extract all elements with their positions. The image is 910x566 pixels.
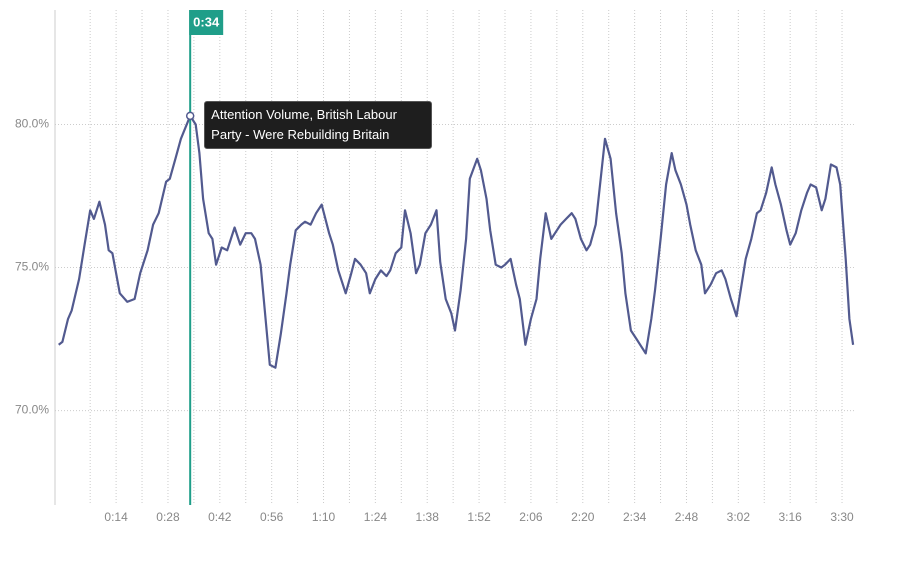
x-tick-label: 0:56 [260, 510, 284, 524]
x-tick-label: 2:20 [571, 510, 595, 524]
x-tick-label: 3:30 [830, 510, 854, 524]
y-tick-label: 70.0% [15, 403, 49, 417]
x-tick-label: 1:24 [364, 510, 388, 524]
x-tick-label: 3:02 [727, 510, 751, 524]
x-tick-label: 2:48 [675, 510, 699, 524]
cursor-label-box [189, 10, 224, 35]
x-tick-label: 1:10 [312, 510, 336, 524]
y-tick-label: 80.0% [15, 117, 49, 131]
x-tick-label: 0:28 [156, 510, 180, 524]
x-tick-label: 0:42 [208, 510, 232, 524]
x-tick-label: 2:06 [519, 510, 543, 524]
line-series [58, 114, 855, 369]
x-tick-label: 3:16 [779, 510, 803, 524]
cursor-label: 0:34 [193, 14, 220, 29]
x-tick-label: 1:52 [467, 510, 491, 524]
x-tick-label: 1:38 [416, 510, 440, 524]
tooltip: Attention Volume, British Labour Party -… [204, 100, 433, 149]
x-tick-label: 2:34 [623, 510, 647, 524]
hover-point [185, 111, 195, 121]
y-tick-label: 75.0% [15, 260, 49, 274]
x-tick-label: 0:14 [104, 510, 128, 524]
